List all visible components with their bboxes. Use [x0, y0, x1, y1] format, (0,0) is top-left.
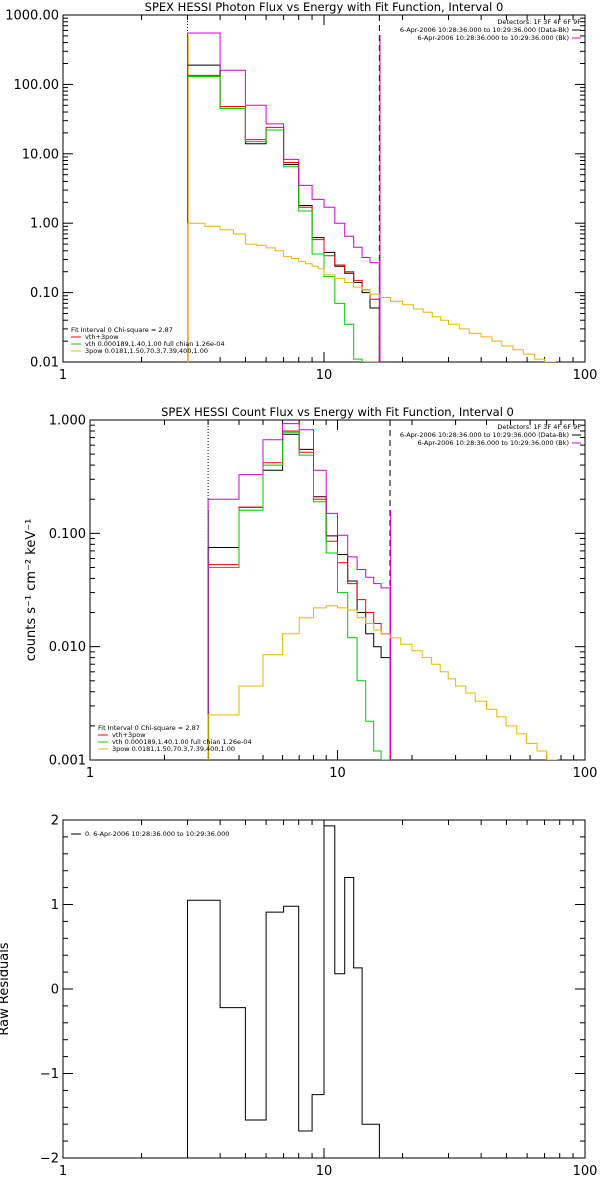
photon-flux-series-0	[187, 64, 380, 362]
residuals-ytick-label: 0	[51, 983, 59, 998]
count-flux-legend-header: Fit Interval 0 Chi-square = 2.87	[98, 724, 200, 732]
residuals-legend-entry: 0. 6-Apr-2006 10:28:36.000 to 10:29:36.0…	[85, 830, 229, 838]
photon-flux-panel: SPEX HESSI Photon Flux vs Energy with Fi…	[5, 0, 597, 383]
count-flux-series-4	[207, 605, 558, 760]
photon-flux-info-line: 6-Apr-2006 10:28:36.000 to 10:29:36.000 …	[418, 34, 569, 42]
photon-flux-ytick-label: 1000.00	[5, 9, 59, 24]
residuals-xtick-label: 100	[573, 1164, 598, 1179]
count-flux-ytick-label: 0.010	[49, 640, 86, 655]
photon-flux-detectors: Detectors: 1F 3F 4F 6F 9F	[497, 18, 581, 26]
photon-flux-ytick-label: 0.01	[30, 356, 59, 371]
count-flux-legend-entry: 3pow 0.0181,1.50,70.3,7.39,400,1.00	[112, 745, 235, 753]
count-flux-series-1	[207, 430, 391, 760]
count-flux-ytick-label: 0.100	[49, 527, 86, 542]
residuals-panel: 1 10 100 −2 −1 0 1 2 Raw Residuals 0. 6-Apr-2006 …	[0, 814, 597, 1180]
count-flux-xtick-label: 10	[329, 766, 346, 781]
count-flux-xtick-label: 100	[573, 766, 598, 781]
photon-flux-series-1	[187, 74, 380, 362]
count-flux-xtick-label: 1	[86, 766, 94, 781]
count-flux-ylabel: counts s⁻¹ cm⁻² keV⁻¹	[24, 519, 39, 662]
residuals-series-0	[187, 825, 380, 1158]
residuals-ytick-label: 1	[51, 898, 59, 913]
residuals-ytick-label: −2	[40, 1152, 59, 1167]
residuals-xtick-label: 1	[59, 1164, 67, 1179]
photon-flux-legend-entry: vth 0.000189,1.40,1.00 full chian 1.26e-…	[85, 340, 225, 348]
photon-flux-xtick-label: 1	[59, 368, 67, 383]
count-flux-title: SPEX HESSI Count Flux vs Energy with Fit…	[161, 405, 514, 419]
photon-flux-ytick-label: 0.10	[30, 286, 59, 301]
photon-flux-xtick-label: 10	[316, 368, 333, 383]
count-flux-detectors: Detectors: 1F 3F 4F 6F 9F	[497, 423, 581, 431]
residuals-ylabel: Raw Residuals	[0, 942, 12, 1035]
photon-flux-ytick-label: 10.00	[22, 147, 59, 162]
count-flux-info-line: 6-Apr-2006 10:28:36.000 to 10:29:36.000 …	[400, 431, 569, 439]
photon-flux-ytick-label: 100.00	[14, 78, 60, 93]
residuals-ytick-label: −1	[40, 1067, 59, 1082]
photon-flux-series-2	[187, 76, 380, 362]
count-flux-ytick-label: 0.001	[49, 754, 86, 769]
count-flux-legend-entry: vth+3pow	[112, 731, 146, 739]
photon-flux-series-3	[187, 32, 380, 362]
photon-flux-info-line: 6-Apr-2006 10:28:36.000 to 10:29:36.000 …	[400, 26, 569, 34]
residuals-ytick-label: 2	[51, 814, 59, 829]
residuals-xtick-label: 10	[316, 1164, 333, 1179]
count-flux-series-3	[207, 423, 391, 760]
count-flux-ytick-label: 1.000	[49, 414, 86, 429]
count-flux-panel: SPEX HESSI Count Flux vs Energy with Fit…	[24, 405, 597, 781]
photon-flux-legend-entry: vth+3pow	[85, 333, 119, 341]
photon-flux-legend-header: Fit Interval 0 Chi-square = 2.87	[71, 326, 173, 334]
count-flux-legend-entry: vth 0.000189,1.40,1.00 full chian 1.26e-…	[112, 738, 252, 746]
photon-flux-xtick-label: 100	[573, 368, 598, 383]
photon-flux-legend-entry: 3pow 0.0181,1.50,70.3,7.39,400,1.00	[85, 347, 208, 355]
count-flux-info-line: 6-Apr-2006 10:28:36.000 to 10:29:36.000 …	[418, 439, 569, 447]
count-flux-series-2	[207, 431, 391, 760]
photon-flux-axes-frame	[62, 14, 586, 363]
photon-flux-ytick-label: 1.00	[30, 217, 59, 232]
photon-flux-series-4	[187, 222, 556, 362]
photon-flux-title: SPEX HESSI Photon Flux vs Energy with Fi…	[145, 0, 504, 14]
